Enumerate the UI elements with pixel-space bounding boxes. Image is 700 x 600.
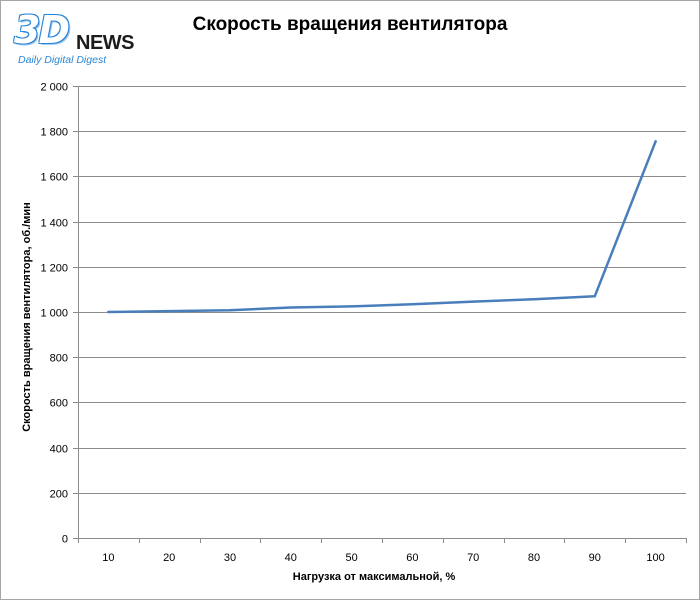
data-point [472, 300, 475, 303]
x-tick-label: 80 [528, 552, 540, 564]
x-tick-label: 60 [406, 552, 418, 564]
y-tick-label: 200 [50, 489, 68, 501]
logo-3d-text: 3D [14, 8, 70, 52]
y-axis-title: Скорость вращения вентилятора, об./мин [21, 202, 33, 432]
data-point [532, 298, 536, 301]
x-tick-label: 40 [285, 552, 297, 564]
y-tick-label: 1 400 [40, 218, 68, 230]
logo-tagline: Daily Digital Digest [18, 54, 107, 66]
x-tick-label: 100 [646, 552, 664, 564]
data-point [107, 310, 110, 314]
x-tick-label: 90 [589, 552, 601, 564]
y-tick-label: 2 000 [40, 82, 68, 94]
data-point [411, 303, 414, 306]
data-point [228, 308, 232, 312]
x-tick-label: 30 [224, 552, 236, 564]
y-tick-label: 1 800 [40, 127, 68, 139]
y-tick-label: 600 [50, 398, 68, 410]
data-point [654, 140, 657, 143]
y-tick-label: 1 200 [40, 263, 68, 275]
data-point [350, 305, 353, 308]
y-tick-label: 0 [62, 534, 68, 546]
data-point [168, 309, 171, 313]
y-tick-label: 1 000 [40, 308, 68, 320]
data-point [593, 294, 596, 298]
3dnews-logo: 3D NEWS Daily Digital Digest [14, 8, 144, 66]
data-point [289, 306, 292, 309]
x-tick-label: 70 [467, 552, 479, 564]
y-tick-label: 800 [50, 353, 68, 365]
chart-title: Скорость вращения вентилятора [192, 14, 508, 35]
x-tick-label: 20 [163, 552, 175, 564]
y-tick-label: 400 [50, 444, 68, 456]
x-tick-label: 50 [345, 552, 357, 564]
x-axis-title: Нагрузка от максимальной, % [293, 571, 456, 583]
logo-news-text: NEWS [76, 32, 135, 54]
x-tick-label: 10 [102, 552, 114, 564]
y-tick-label: 1 600 [40, 172, 68, 184]
series-line [107, 140, 657, 314]
